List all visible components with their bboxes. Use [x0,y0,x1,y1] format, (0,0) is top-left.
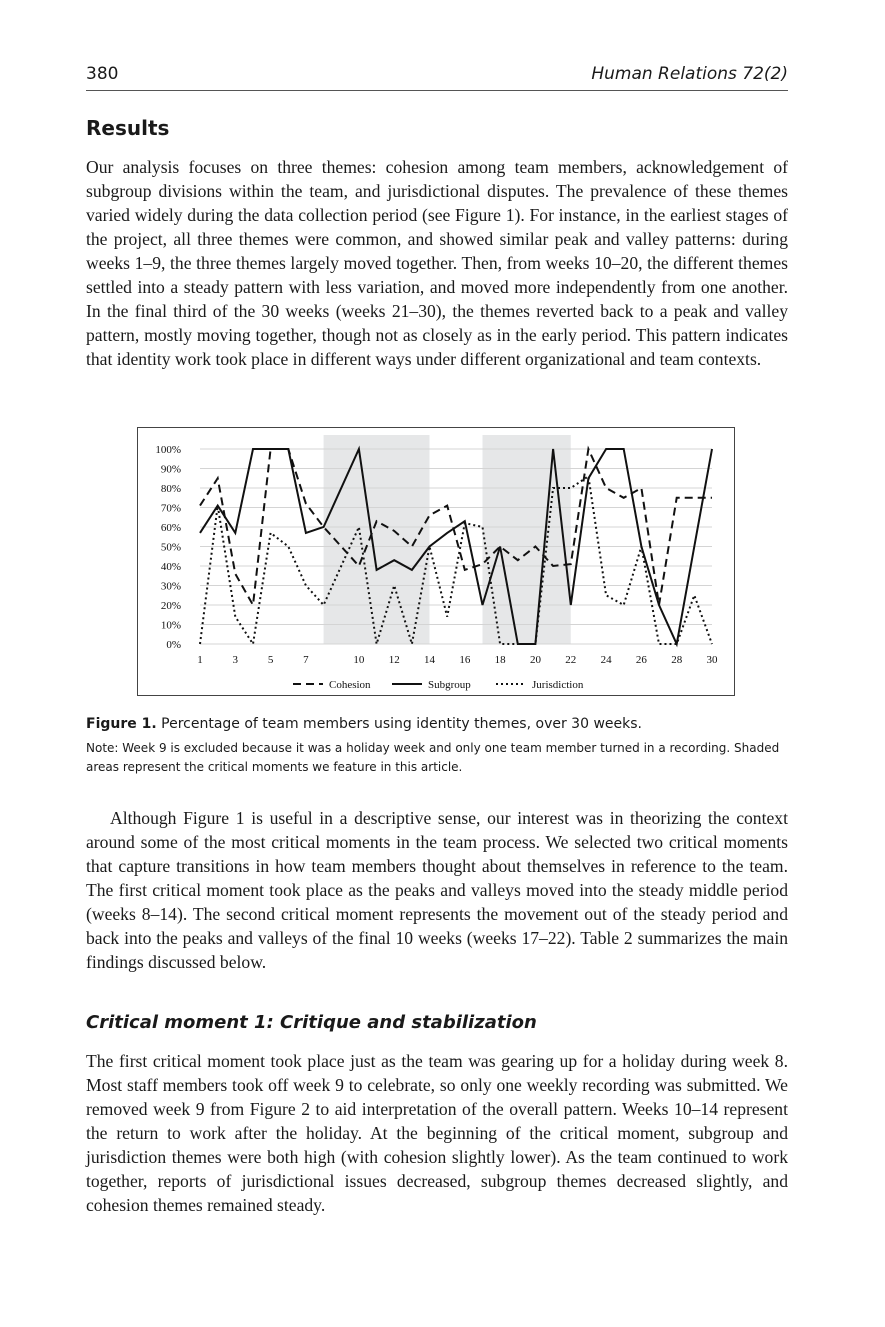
x-tick-label: 1 [197,654,203,666]
x-tick-label: 3 [233,654,239,666]
x-tick-label: 16 [459,654,471,666]
subsection-title-critical-moment-1: Critical moment 1: Critique and stabiliz… [86,1012,537,1033]
journal-title: Human Relations 72(2) [591,64,788,84]
x-tick-label: 22 [565,654,576,666]
x-tick-label: 5 [268,654,274,666]
running-header: 380 Human Relations 72(2) [86,60,788,91]
x-tick-label: 7 [303,654,309,666]
x-tick-label: 26 [636,654,648,666]
series-line-cohesion [199,445,712,609]
paragraph-critical-moments: Although Figure 1 is useful in a descrip… [86,808,788,972]
line-chart: 0% 10% 20% 30% 40% 50% 60% 70% 80% 90% 100% 1 3 5 7 10 1… [155,435,719,691]
series-line-jurisdiction [199,474,713,647]
legend-label-subgroup: Subgroup [428,679,471,691]
y-tick-label: 40% [161,561,181,573]
legend-label-jurisdiction: Jurisdiction [532,679,584,691]
y-tick-label: 50% [161,542,181,554]
y-tick-label: 100% [155,444,181,456]
figure-1-chart: 0% 10% 20% 30% 40% 50% 60% 70% 80% 90% 100% 1 3 5 7 10 1… [137,427,735,696]
y-tick-label: 90% [161,464,181,476]
paragraph-critical-moment-1: The first critical moment took place jus… [86,1051,788,1215]
legend-label-cohesion: Cohesion [329,679,371,691]
y-tick-label: 20% [161,600,181,612]
x-tick-label: 20 [530,654,542,666]
figure-caption: Figure 1. Percentage of team members usi… [86,716,791,732]
page-number: 380 [86,64,119,84]
section-title-results: Results [86,116,170,140]
x-tick-label: 10 [353,654,365,666]
x-tick-label: 28 [671,654,683,666]
x-tick-label: 30 [707,654,719,666]
y-tick-label: 60% [161,522,181,534]
y-tick-label: 10% [161,620,181,632]
x-tick-label: 24 [601,654,613,666]
shaded-region-1 [323,435,430,644]
y-tick-label: 30% [161,581,181,593]
x-tick-label: 18 [495,654,507,666]
y-tick-label: 70% [161,503,181,515]
paragraph-results-intro: Our analysis focuses on three themes: co… [86,157,788,369]
series-line-subgroup [199,445,713,648]
figure-label: Figure 1. [86,716,157,732]
figure-note: Note: Week 9 is excluded because it was … [86,741,780,774]
figure-caption-text: Percentage of team members using identit… [161,716,642,732]
x-tick-label: 14 [424,654,436,666]
y-tick-label: 0% [166,639,181,651]
y-tick-label: 80% [161,483,181,495]
x-tick-label: 12 [389,654,400,666]
